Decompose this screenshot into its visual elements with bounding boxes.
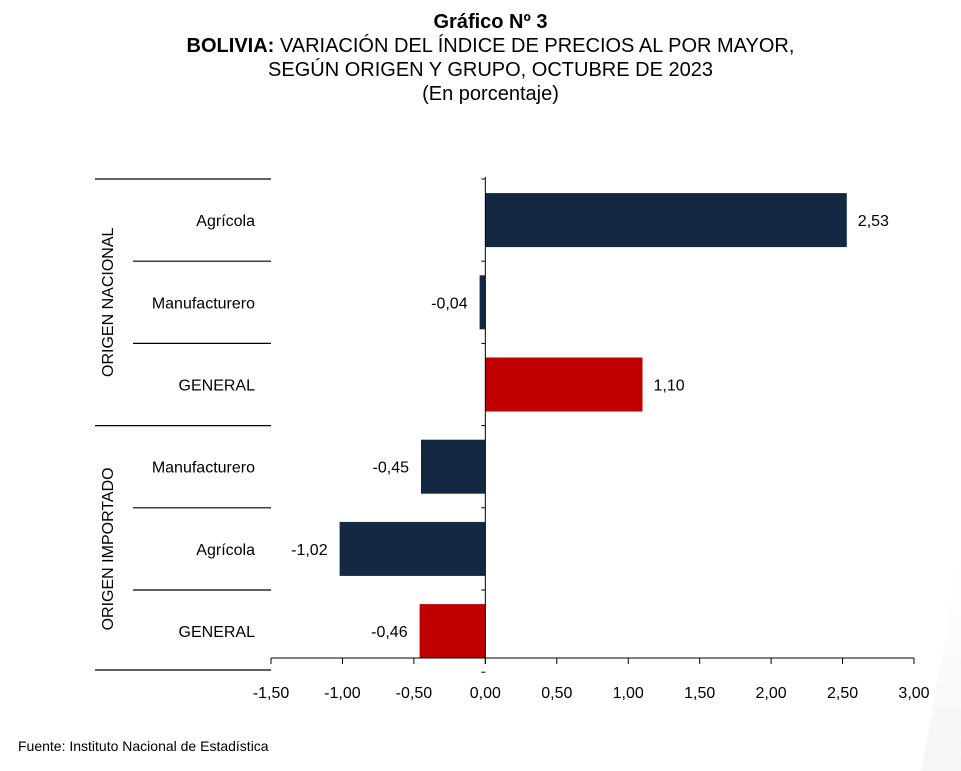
bar-1 [485,193,847,248]
category-label-6: GENERAL [179,624,256,641]
chart-title-rest: VARIACIÓN DEL ÍNDICE DE PRECIOS AL POR M… [274,35,795,57]
x-tick-label-1: -1,00 [324,685,361,702]
x-tick-label-5: 1,00 [613,685,644,702]
category-label-1: Agrícola [196,213,255,230]
data-label-4: -0,45 [373,460,410,477]
chart-number: Gráfico Nº 3 [433,11,548,33]
group-label-2: ORIGEN IMPORTADO [100,467,117,630]
x-tick-label-2: -0,50 [396,685,433,702]
chart-subtitle: (En porcentaje) [422,83,559,105]
x-tick-label-6: 1,50 [684,685,715,702]
x-tick-label-4: 0,50 [541,685,572,702]
category-label-3: GENERAL [179,378,256,395]
chart-title-country: BOLIVIA: [186,35,275,57]
data-label-1: 2,53 [858,213,889,230]
bar-3 [485,357,643,412]
data-label-6: -0,46 [371,624,408,641]
x-tick-label-3: 0,00 [470,685,501,702]
bar-6 [419,604,486,659]
x-tick-label-9: 3,00 [898,685,929,702]
data-label-3: 1,10 [654,378,685,395]
x-tick-label-8: 2,50 [827,685,858,702]
chart-title-block: Gráfico Nº 3 BOLIVIA: VARIACIÓN DEL ÍNDI… [0,10,961,106]
category-label-2: Manufacturero [152,295,255,312]
category-label-5: Agrícola [196,542,255,559]
x-tick-label-0: -1,50 [253,685,290,702]
group-label-1: ORIGEN NACIONAL [100,228,117,377]
chart-title-line1: BOLIVIA: VARIACIÓN DEL ÍNDICE DE PRECIOS… [0,34,961,58]
chart-title-line2: SEGÚN ORIGEN Y GRUPO, OCTUBRE DE 2023 [268,59,713,81]
bar-2 [479,275,486,330]
data-label-5: -1,02 [291,542,328,559]
category-label-4: Manufacturero [152,460,255,477]
data-label-2: -0,04 [431,295,468,312]
bar-4 [421,439,486,494]
x-tick-label-7: 2,00 [756,685,787,702]
source-note: Fuente: Instituto Nacional de Estadístic… [18,738,269,754]
bar-5 [339,521,486,576]
